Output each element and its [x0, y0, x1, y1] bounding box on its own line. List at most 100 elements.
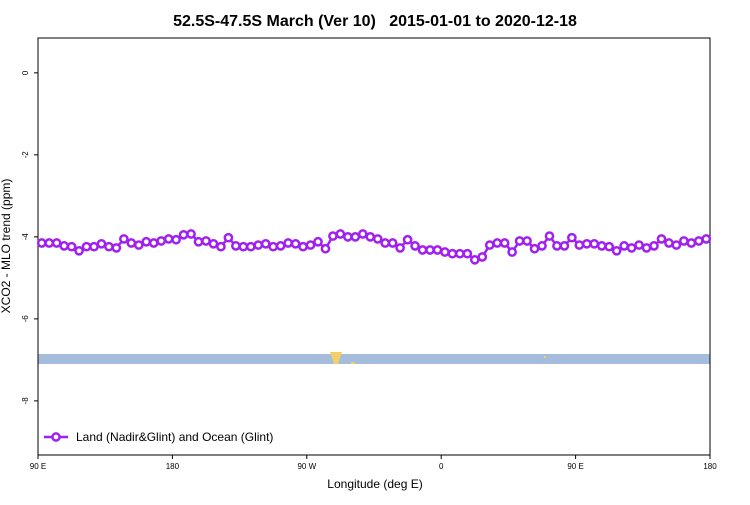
point	[290, 238, 301, 249]
x-tick-label: 90 W	[297, 462, 316, 471]
point	[216, 241, 226, 252]
point	[529, 243, 540, 254]
point	[462, 248, 473, 259]
chart-title: 52.5S-47.5S March (Ver 10) 2015-01-01 to…	[173, 13, 577, 30]
y-tick-label: 0	[21, 70, 30, 75]
point	[148, 238, 159, 248]
point	[171, 234, 181, 245]
point	[104, 241, 114, 252]
point	[387, 238, 398, 248]
point	[589, 238, 600, 249]
point	[119, 234, 129, 244]
point	[253, 240, 264, 250]
plot-frame	[37, 37, 711, 456]
point	[432, 245, 443, 255]
point	[693, 236, 704, 246]
point	[559, 241, 570, 251]
y-tick-label: -2	[21, 151, 30, 159]
x-tick-label: 0	[439, 462, 444, 471]
point	[611, 245, 622, 256]
point	[641, 243, 652, 253]
point	[664, 238, 674, 248]
legend-marker	[51, 432, 61, 442]
point	[447, 248, 458, 259]
point	[522, 236, 532, 246]
point	[59, 241, 69, 251]
land-patch	[330, 352, 342, 364]
point	[514, 236, 525, 246]
x-axis-label: Longitude (deg E)	[327, 477, 422, 491]
point	[440, 247, 450, 257]
point	[507, 247, 517, 257]
point	[350, 232, 361, 242]
point	[51, 238, 62, 248]
point	[455, 248, 465, 259]
point	[328, 231, 338, 241]
point	[425, 245, 435, 255]
point	[66, 241, 77, 252]
point	[626, 243, 637, 253]
point	[649, 241, 659, 251]
x-tick-label: 180	[166, 462, 180, 471]
point	[701, 234, 712, 244]
point	[581, 238, 592, 249]
y-axis-label: XCO2 - MLO trend (ppm)	[0, 179, 13, 314]
point	[320, 243, 331, 254]
land-patch	[351, 362, 355, 364]
point	[283, 238, 293, 248]
point	[634, 240, 644, 250]
x-tick-label: 180	[703, 462, 717, 471]
point	[343, 232, 353, 242]
point	[74, 245, 84, 256]
point	[372, 234, 383, 244]
surface-strip	[38, 354, 710, 364]
x-tick-label: 90 E	[30, 462, 46, 471]
point	[417, 245, 428, 255]
point	[686, 238, 697, 248]
point	[238, 241, 249, 252]
point	[574, 240, 585, 250]
point	[178, 229, 189, 240]
point	[335, 229, 346, 239]
point	[163, 234, 174, 244]
point	[365, 232, 376, 242]
point	[492, 238, 503, 248]
point	[81, 241, 92, 252]
point	[36, 238, 47, 248]
point	[186, 229, 196, 239]
point	[671, 240, 682, 250]
point	[223, 232, 234, 243]
point	[126, 238, 137, 248]
y-tick-label: -4	[21, 233, 30, 241]
point	[156, 236, 167, 246]
x-tick-label: 90 E	[567, 462, 583, 471]
point	[679, 236, 689, 246]
point	[231, 241, 241, 251]
point	[193, 236, 204, 247]
point	[537, 241, 547, 251]
point	[499, 238, 510, 248]
point	[96, 238, 107, 249]
point	[380, 238, 391, 248]
point	[141, 236, 152, 247]
point	[268, 241, 279, 252]
y-tick-label: -8	[21, 397, 30, 405]
point	[402, 234, 413, 245]
point	[596, 241, 607, 251]
point	[313, 236, 323, 247]
point	[89, 241, 99, 252]
point	[44, 238, 55, 248]
point	[133, 240, 144, 250]
point	[395, 243, 405, 253]
point	[477, 252, 488, 262]
point	[260, 238, 271, 249]
point	[552, 241, 562, 251]
point	[484, 240, 495, 250]
point	[410, 241, 420, 251]
y-tick-label: -6	[21, 315, 30, 323]
point	[208, 238, 219, 249]
point	[298, 241, 308, 252]
point	[544, 231, 555, 241]
point	[469, 254, 480, 265]
